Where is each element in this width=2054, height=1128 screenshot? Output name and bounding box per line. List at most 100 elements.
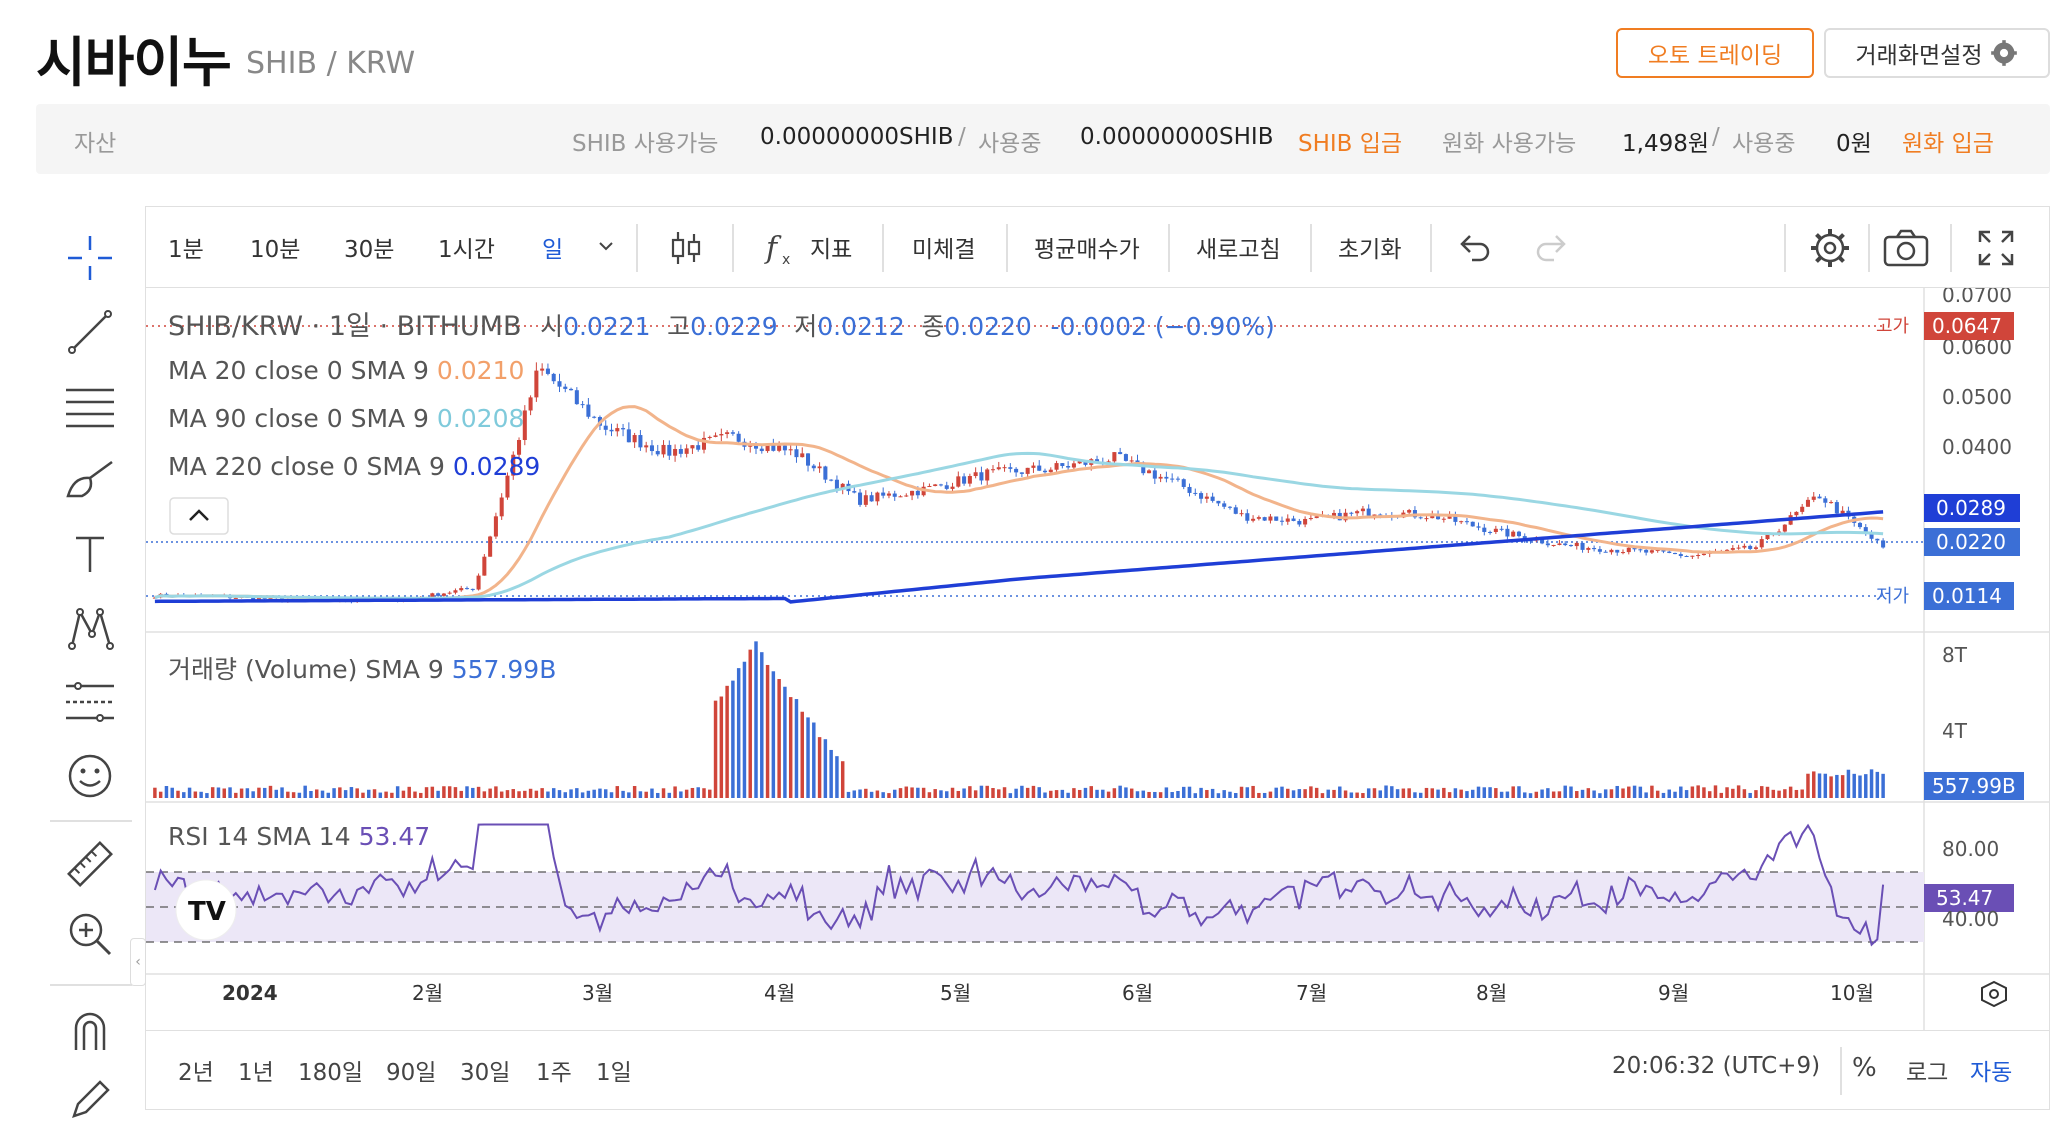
log-toggle[interactable]: 로그 <box>1906 1060 1949 1086</box>
volume-bar <box>794 699 799 798</box>
camera-icon[interactable] <box>1882 228 1930 268</box>
volume-bar <box>476 786 481 798</box>
separator: / <box>958 124 966 150</box>
pattern-icon <box>68 607 114 650</box>
text-icon <box>76 536 104 572</box>
candle-body <box>910 490 915 496</box>
range-2y[interactable]: 2년 <box>178 1060 214 1086</box>
candle-body <box>1355 511 1360 514</box>
volume-bar <box>661 788 666 798</box>
rsi-legend: RSI 14 SMA 14 53.47 <box>168 822 430 851</box>
range-30d[interactable]: 30일 <box>460 1060 511 1086</box>
range-1y[interactable]: 1년 <box>238 1060 274 1086</box>
magnet-tool[interactable] <box>60 1002 120 1058</box>
range-1d[interactable]: 1일 <box>596 1060 632 1086</box>
range-180d[interactable]: 180일 <box>298 1060 364 1086</box>
candle-body <box>615 428 620 432</box>
interval-30m[interactable]: 30분 <box>344 237 395 263</box>
volume-bar <box>499 791 504 798</box>
candle-body <box>1678 554 1683 557</box>
zoom-tool[interactable] <box>60 906 120 962</box>
volume-bar <box>598 788 602 798</box>
bottom-divider <box>1840 1047 1842 1095</box>
interval-day[interactable]: 일 <box>542 237 564 263</box>
volume-bar <box>1413 792 1417 798</box>
candle-body <box>1557 543 1562 545</box>
candle-body <box>256 597 261 601</box>
candle-body <box>1170 478 1175 480</box>
volume-bar <box>690 787 695 798</box>
price-chart[interactable]: 0.0700 0.0600 0.0500 0.0400 고가 0.0647 0.… <box>146 288 2050 1030</box>
redo-icon[interactable] <box>1534 232 1568 262</box>
pattern-tool[interactable] <box>60 600 120 656</box>
avg-price-button[interactable]: 평균매수가 <box>1034 237 1140 263</box>
chevron-down-icon[interactable] <box>598 240 614 252</box>
settings-gear-icon[interactable] <box>1808 226 1852 270</box>
candle-body <box>759 448 764 452</box>
brush-tool[interactable] <box>60 452 120 508</box>
candle-body <box>1823 498 1828 503</box>
volume-bar <box>817 737 822 798</box>
auto-toggle[interactable]: 자동 <box>1970 1060 2013 1086</box>
volume-bar <box>384 791 388 798</box>
candle-body <box>1811 496 1816 500</box>
range-90d[interactable]: 90일 <box>386 1060 437 1086</box>
screen-settings-button[interactable]: 거래화면설정 <box>1824 28 2050 78</box>
ruler-tool[interactable] <box>60 836 120 892</box>
interval-1m[interactable]: 1분 <box>168 237 204 263</box>
volume-bar <box>1280 786 1284 798</box>
volume-bar <box>945 791 949 798</box>
candle-body <box>574 390 579 405</box>
candle-body <box>1603 551 1608 553</box>
undo-icon[interactable] <box>1458 232 1492 262</box>
candle-body <box>152 597 157 599</box>
volume-bar <box>367 789 371 798</box>
drawing-toolbar <box>36 206 146 1118</box>
trendline-tool[interactable] <box>60 304 120 360</box>
volume-bar <box>1777 790 1781 798</box>
volume-bar <box>1557 791 1562 798</box>
time-tick: 5월 <box>940 981 971 1005</box>
volume-bar <box>1262 792 1267 798</box>
fullscreen-icon[interactable] <box>1976 228 2016 268</box>
candle-body <box>1054 463 1059 470</box>
unfilled-orders-button[interactable]: 미체결 <box>912 237 976 263</box>
brush-icon <box>66 460 113 498</box>
candle-body <box>1095 459 1100 462</box>
crosshair-tool[interactable] <box>60 230 120 286</box>
volume-bar <box>1488 787 1492 798</box>
volume-bar <box>1788 786 1793 798</box>
candle-body <box>1644 549 1649 553</box>
pencil-tool[interactable] <box>60 1072 120 1128</box>
gear-icon <box>1991 40 2018 66</box>
fib-tool[interactable] <box>60 674 120 730</box>
candlestick-icon[interactable] <box>666 228 706 268</box>
ma90-line <box>154 451 1884 600</box>
emoji-tool[interactable] <box>60 748 120 804</box>
volume-bar <box>673 786 677 798</box>
text-tool[interactable] <box>60 526 120 582</box>
percent-toggle[interactable]: % <box>1852 1053 1877 1083</box>
indicator-button[interactable]: 지표 <box>810 237 853 263</box>
refresh-button[interactable]: 새로고침 <box>1196 237 1281 263</box>
krw-deposit-link[interactable]: 원화 입금 <box>1902 131 1994 157</box>
change-value: -0.0002 (−0.90%) <box>1050 312 1275 341</box>
candle-body <box>915 490 920 496</box>
interval-1h[interactable]: 1시간 <box>438 237 495 263</box>
volume-bar <box>1135 791 1140 798</box>
volume-bar <box>528 788 533 798</box>
horizontal-lines-tool[interactable] <box>60 378 120 434</box>
auto-trading-button[interactable]: 오토 트레이딩 <box>1616 28 1814 78</box>
range-1w[interactable]: 1주 <box>536 1060 572 1086</box>
volume-bar <box>205 793 209 798</box>
volume-bar <box>1372 788 1377 798</box>
volume-bar <box>210 787 215 798</box>
volume-bar <box>274 789 279 798</box>
interval-10m[interactable]: 10분 <box>250 237 301 263</box>
reset-button[interactable]: 초기화 <box>1338 237 1402 263</box>
volume-bar <box>1823 773 1828 798</box>
collapse-toolbar-handle[interactable]: ‹ <box>130 938 146 986</box>
svg-text:f: f <box>764 231 782 266</box>
shib-deposit-link[interactable]: SHIB 입금 <box>1298 131 1403 157</box>
